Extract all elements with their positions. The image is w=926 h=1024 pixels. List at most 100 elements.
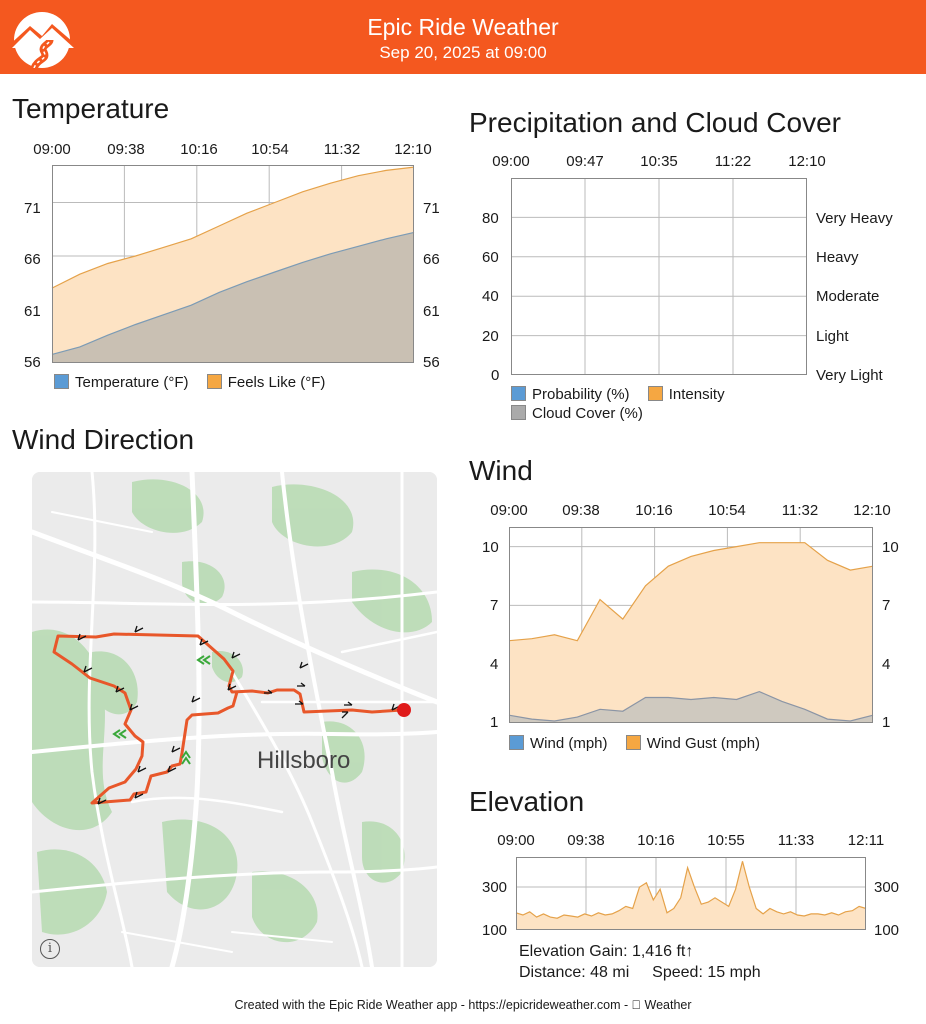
legend-swatch xyxy=(625,735,641,750)
legend-item-wind-gust: Wind Gust (mph) xyxy=(625,735,761,752)
wind-chart xyxy=(508,527,874,723)
elev-x-tick: 10:55 xyxy=(707,832,745,849)
intensity-label: Moderate xyxy=(816,288,880,305)
elev-y-tick-right: 100 xyxy=(874,922,900,939)
precip-x-tick: 12:10 xyxy=(788,153,826,170)
temp-x-tick: 10:16 xyxy=(180,141,218,158)
series-area xyxy=(509,542,873,723)
info-icon[interactable]: i xyxy=(40,939,60,959)
wind-y-tick-left: 10 xyxy=(482,539,499,556)
wind-y-tick-right: 1 xyxy=(882,714,891,731)
wind-y-tick-left: 7 xyxy=(490,597,499,614)
wind-direction-map[interactable]: Hillsboro i xyxy=(32,472,437,967)
intensity-label: Heavy xyxy=(816,249,859,266)
ride-date: Sep 20, 2025 at 09:00 xyxy=(379,43,547,62)
legend-item-wind: Wind (mph) xyxy=(509,735,608,752)
temp-y-tick-right: 71 xyxy=(423,200,440,217)
elev-x-tick: 09:38 xyxy=(567,832,605,849)
footer-credit: Created with the Epic Ride Weather app -… xyxy=(234,998,691,1012)
series-area xyxy=(509,691,873,723)
precip-y-tick: 0 xyxy=(491,367,500,384)
precip-y-tick: 80 xyxy=(482,210,499,227)
finish-marker-icon xyxy=(397,703,411,717)
wind-y-tick-right: 7 xyxy=(882,597,891,614)
series-line xyxy=(515,861,867,919)
distance-value: Distance: 48 mi xyxy=(519,964,630,981)
wind-direction-title: Wind Direction xyxy=(12,424,195,455)
intensity-label: Very Heavy xyxy=(816,210,893,227)
ride-stats: Distance: 48 mi Speed: 15 mph xyxy=(519,964,761,982)
temp-y-tick-right: 66 xyxy=(423,251,440,268)
precip-y-tick: 20 xyxy=(482,328,499,345)
legend-swatch xyxy=(54,374,69,389)
app-header: Epic Ride Weather Sep 20, 2025 at 09:00 xyxy=(0,0,926,74)
plot-frame xyxy=(52,165,414,363)
tailwind-chevrons xyxy=(112,655,211,765)
legend-swatch xyxy=(511,405,526,420)
mountain-road-logo-icon xyxy=(6,12,80,68)
wind-x-tick: 10:16 xyxy=(635,502,673,519)
temperature-legend: Temperature (°F) Feels Like (°F) xyxy=(54,374,339,391)
precipitation-legend-row2: Cloud Cover (%) xyxy=(511,405,657,422)
legend-swatch xyxy=(647,386,663,401)
temp-x-tick: 09:00 xyxy=(33,141,71,158)
series-line xyxy=(51,166,415,289)
map-city-label: Hillsboro xyxy=(257,747,351,774)
plot-frame xyxy=(511,178,807,375)
legend-label: Intensity xyxy=(668,386,725,403)
precipitation-legend: Probability (%) Intensity xyxy=(511,386,739,403)
wind-y-tick-left: 1 xyxy=(490,714,499,731)
intensity-label: Very Light xyxy=(816,367,883,384)
temp-x-tick: 10:54 xyxy=(251,141,289,158)
wind-x-tick: 12:10 xyxy=(853,502,891,519)
wind-y-tick-right: 10 xyxy=(882,539,899,556)
elev-y-tick-right: 300 xyxy=(874,879,900,896)
wind-arrows xyxy=(77,625,401,805)
temp-x-tick: 11:32 xyxy=(323,141,361,158)
temp-y-tick-left: 71 xyxy=(24,200,41,217)
precip-x-tick: 10:35 xyxy=(640,153,678,170)
elev-x-tick: 12:11 xyxy=(847,832,885,849)
temp-y-tick-left: 61 xyxy=(24,303,41,320)
legend-swatch xyxy=(511,386,526,401)
temp-x-tick: 12:10 xyxy=(394,141,432,158)
wind-legend: Wind (mph) Wind Gust (mph) xyxy=(509,735,774,752)
temp-y-tick-left: 56 xyxy=(24,354,41,371)
elevation-chart xyxy=(515,857,867,930)
precipitation-title: Precipitation and Cloud Cover xyxy=(469,107,841,138)
series-area xyxy=(516,861,866,930)
legend-label: Feels Like (°F) xyxy=(227,374,326,391)
legend-label: Probability (%) xyxy=(532,386,630,403)
elevation-title: Elevation xyxy=(469,786,585,817)
precip-x-tick: 09:00 xyxy=(492,153,530,170)
wind-x-tick: 10:54 xyxy=(708,502,746,519)
elev-y-tick-left: 100 xyxy=(482,922,508,939)
wind-y-tick-left: 4 xyxy=(490,656,499,673)
legend-item-intensity: Intensity xyxy=(647,386,725,403)
precip-x-tick: 11:22 xyxy=(714,153,752,170)
precip-y-tick: 60 xyxy=(482,249,499,266)
elevation-gain: Elevation Gain: 1,416 ft↑ xyxy=(519,943,694,960)
legend-swatch xyxy=(206,374,222,389)
temp-y-tick-left: 66 xyxy=(24,251,41,268)
elev-y-tick-left: 300 xyxy=(482,879,508,896)
temp-y-tick-right: 61 xyxy=(423,303,440,320)
temperature-chart xyxy=(51,165,415,363)
wind-title: Wind xyxy=(469,455,533,486)
plot-frame xyxy=(509,527,873,723)
legend-label: Wind (mph) xyxy=(530,735,608,752)
legend-label: Wind Gust (mph) xyxy=(646,735,761,752)
precip-y-tick: 40 xyxy=(482,288,499,305)
wind-x-tick: 09:38 xyxy=(562,502,600,519)
intensity-label: Light xyxy=(816,328,849,345)
legend-label: Cloud Cover (%) xyxy=(532,405,643,422)
precipitation-chart xyxy=(511,178,807,375)
temp-x-tick: 09:38 xyxy=(107,141,145,158)
series-area xyxy=(52,232,414,363)
wind-x-tick: 11:32 xyxy=(781,502,819,519)
legend-label: Temperature (°F) xyxy=(75,374,189,391)
wind-x-tick: 09:00 xyxy=(490,502,528,519)
series-line xyxy=(508,542,874,642)
elev-x-tick: 10:16 xyxy=(637,832,675,849)
legend-swatch xyxy=(509,735,524,750)
